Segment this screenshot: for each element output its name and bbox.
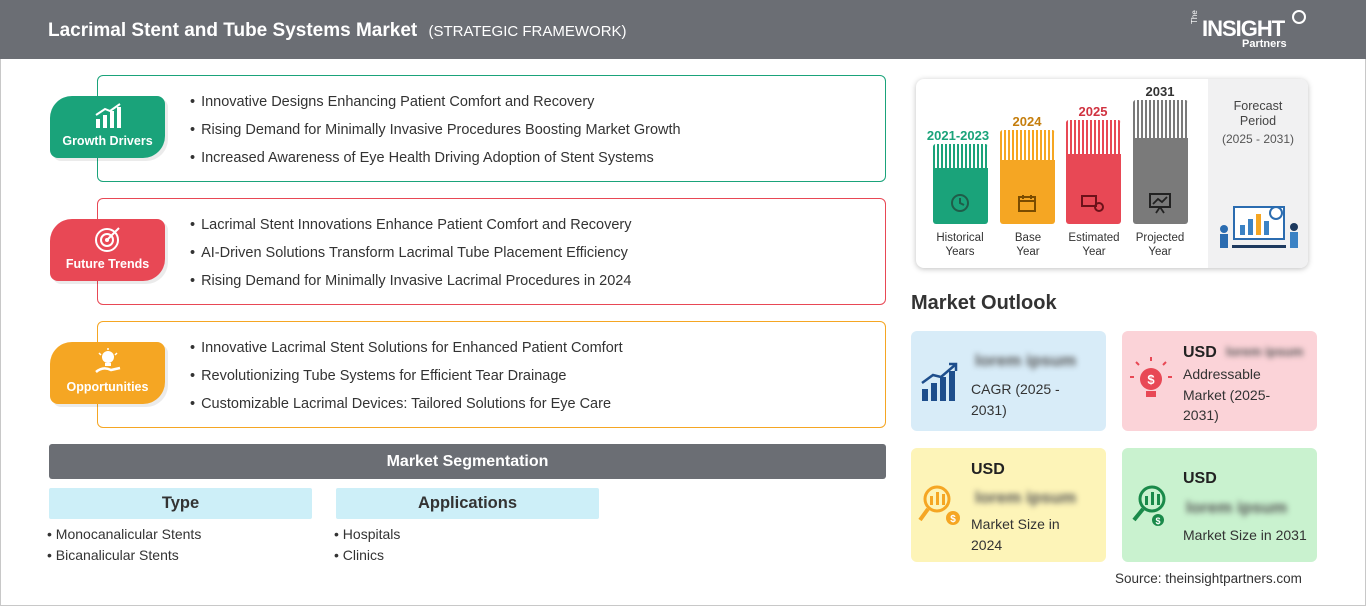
insight-partners-logo: The INSIGHT Partners xyxy=(1190,10,1310,52)
badge-label: Future Trends xyxy=(65,257,150,271)
list-item: Innovative Designs Enhancing Patient Com… xyxy=(190,94,681,122)
cagr-label: CAGR (2025 - 2031) xyxy=(971,381,1060,418)
bar-caption: Base Year xyxy=(1014,232,1042,258)
opportunities-list: Innovative Lacrimal Stent Solutions for … xyxy=(190,340,623,424)
timeline-panel: 2021-2023 Historical Years 2024 Base Year … xyxy=(916,79,1308,268)
addressable-market-card: $ USD lorem ipsum Addressable Market (20… xyxy=(1122,331,1317,431)
page-title: Lacrimal Stent and Tube Systems Market (… xyxy=(48,20,627,42)
year-label: 2025 xyxy=(1078,104,1108,119)
analytics-people-icon xyxy=(1220,206,1298,248)
segment-header-type: Type xyxy=(49,488,312,519)
segment-header-applications: Applications xyxy=(336,488,599,519)
forecast-period-panel: Forecast Period (2025 - 2031) xyxy=(1208,79,1308,268)
forecast-title: Forecast Period xyxy=(1233,99,1283,128)
addressable-label: Addressable Market (2025-2031) xyxy=(1183,366,1271,423)
logo-the: The xyxy=(1190,10,1199,24)
base-year-bar xyxy=(1000,130,1055,224)
list-item: Hospitals xyxy=(334,526,401,547)
badge-label: Growth Drivers xyxy=(62,134,153,148)
list-item: Bicanalicular Stents xyxy=(47,547,201,568)
money-search-growth-icon: $ xyxy=(1132,485,1166,526)
list-item: Increased Awareness of Eye Health Drivin… xyxy=(190,150,681,178)
size-2031-value-blurred: lorem ipsum xyxy=(1186,498,1288,517)
market-outlook-title: Market Outlook xyxy=(911,292,1057,314)
size-2024-usd: USD xyxy=(971,461,1005,478)
header-bar: Lacrimal Stent and Tube Systems Market (… xyxy=(0,0,1366,59)
list-item: Lacrimal Stent Innovations Enhance Patie… xyxy=(190,217,631,245)
cagr-value-blurred: lorem ipsum xyxy=(975,351,1077,370)
logo-partners: Partners xyxy=(1242,38,1287,50)
bar-chart-growth-icon xyxy=(50,102,165,132)
presentation-chart-icon xyxy=(1149,193,1171,214)
list-item: Innovative Lacrimal Stent Solutions for … xyxy=(190,340,623,368)
growth-drivers-card: Innovative Designs Enhancing Patient Com… xyxy=(97,75,886,182)
list-item: AI-Driven Solutions Transform Lacrimal T… xyxy=(190,245,631,273)
future-trends-list: Lacrimal Stent Innovations Enhance Patie… xyxy=(190,217,631,301)
bar-caption: Projected Year xyxy=(1135,232,1185,258)
addressable-usd: USD xyxy=(1183,344,1217,361)
logo-insight: INSIGHT xyxy=(1202,16,1285,41)
market-size-2024-card: $ USD lorem ipsum Market Size in 2024 xyxy=(911,448,1106,562)
year-label: 2031 xyxy=(1145,84,1175,99)
growth-drivers-list: Innovative Designs Enhancing Patient Com… xyxy=(190,94,681,178)
historical-years-bar xyxy=(933,144,988,224)
history-clock-icon xyxy=(951,194,969,212)
year-label: 2024 xyxy=(1012,114,1042,129)
bar-caption: Historical Years xyxy=(936,232,984,258)
title-main: Lacrimal Stent and Tube Systems Market xyxy=(48,20,418,41)
svg-text:$: $ xyxy=(1147,372,1155,387)
size-2024-value-blurred: lorem ipsum xyxy=(975,488,1077,507)
list-item: Rising Demand for Minimally Invasive Pro… xyxy=(190,122,681,150)
size-2031-label: Market Size in 2031 xyxy=(1183,527,1307,543)
opportunities-badge: Opportunities xyxy=(50,342,165,404)
size-2024-label: Market Size in 2024 xyxy=(971,516,1060,553)
money-bulb-icon: $ xyxy=(1130,357,1172,397)
lightbulb-hand-icon xyxy=(50,348,165,378)
market-size-2031-card: $ USD lorem ipsum Market Size in 2031 xyxy=(1122,448,1317,562)
growth-chart-icon xyxy=(921,362,958,401)
list-item: Customizable Lacrimal Devices: Tailored … xyxy=(190,396,623,424)
estimated-year-bar xyxy=(1066,120,1121,224)
projected-year-bar xyxy=(1133,100,1188,224)
money-search-icon: $ xyxy=(918,485,960,525)
calendar-icon xyxy=(1018,195,1036,212)
forecast-range: (2025 - 2031) xyxy=(1221,132,1295,146)
type-segment-list: Monocanalicular Stents Bicanalicular Ste… xyxy=(47,526,202,568)
list-item: Revolutionizing Tube Systems for Efficie… xyxy=(190,368,623,396)
target-icon xyxy=(50,225,165,255)
badge-label: Opportunities xyxy=(66,380,149,394)
year-label: 2021-2023 xyxy=(926,128,990,143)
list-item: Monocanalicular Stents xyxy=(47,526,202,547)
svg-text:$: $ xyxy=(1155,516,1160,526)
cagr-card: lorem ipsum CAGR (2025 - 2031) xyxy=(911,331,1106,431)
money-gear-icon xyxy=(1081,195,1104,212)
applications-segment-list: Hospitals Clinics xyxy=(334,526,401,568)
future-trends-badge: Future Trends xyxy=(50,219,165,281)
title-subtitle: (STRATEGIC FRAMEWORK) xyxy=(428,23,627,40)
market-segmentation-bar: Market Segmentation xyxy=(49,444,886,479)
list-item: Rising Demand for Minimally Invasive Lac… xyxy=(190,273,631,301)
source-note: Source: theinsightpartners.com xyxy=(1115,571,1302,586)
size-2031-usd: USD xyxy=(1183,470,1217,487)
addressable-value-blurred: lorem ipsum xyxy=(1226,344,1304,359)
opportunities-card: Innovative Lacrimal Stent Solutions for … xyxy=(97,321,886,428)
future-trends-card: Lacrimal Stent Innovations Enhance Patie… xyxy=(97,198,886,305)
growth-drivers-badge: Growth Drivers xyxy=(50,96,165,158)
bar-caption: Estimated Year xyxy=(1068,232,1120,258)
logo-ring-icon xyxy=(1292,10,1306,24)
svg-text:$: $ xyxy=(950,514,956,525)
list-item: Clinics xyxy=(334,547,400,568)
